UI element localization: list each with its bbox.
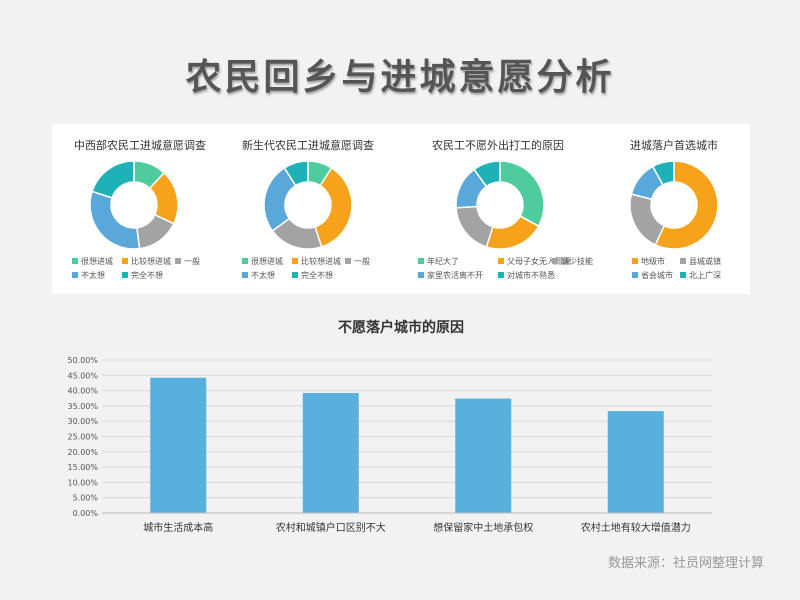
donut-slice [654, 160, 719, 250]
bar-chart-title: 不愿落户城市的原因 [338, 319, 464, 336]
y-tick-label: 0.00% [73, 509, 99, 518]
legend-label: 北上广深 [689, 270, 721, 280]
y-tick-label: 5.00% [73, 494, 99, 503]
donut-slice [283, 160, 309, 187]
donut-slice [314, 166, 353, 248]
donut-title: 新生代农民工进城意愿调查 [242, 138, 374, 152]
y-tick-label: 35.00% [67, 402, 98, 411]
legend-swatch [498, 258, 504, 264]
legend-label: 县城或镇 [689, 256, 721, 266]
legend-swatch [552, 258, 558, 264]
legend-swatch [242, 272, 248, 278]
x-tick-label: 城市生活成本高 [143, 521, 213, 534]
donut-slice [499, 160, 545, 228]
legend-label: 比较想进城 [301, 256, 341, 266]
y-tick-label: 25.00% [67, 433, 98, 442]
bar [607, 411, 664, 513]
legend-swatch [292, 272, 298, 278]
donut-slice [473, 160, 501, 188]
legend-label: 完全不想 [131, 270, 163, 280]
legend-swatch [498, 272, 504, 278]
legend-swatch [418, 272, 424, 278]
y-tick-label: 40.00% [67, 387, 98, 396]
legend-swatch [122, 272, 128, 278]
y-tick-label: 50.00% [67, 356, 98, 365]
legend-swatch [72, 272, 78, 278]
y-tick-label: 30.00% [67, 417, 98, 426]
legend-swatch [242, 258, 248, 264]
bar [150, 377, 207, 513]
y-tick-label: 20.00% [67, 448, 98, 457]
legend-swatch [122, 258, 128, 264]
legend-label: 一般 [184, 256, 200, 266]
bar-chart-svg: 不愿落户城市的原因 0.00% 5.00% 10.00% 15.00% 20.00% 25.… [67, 319, 712, 534]
bar [302, 393, 359, 513]
donut-slice [91, 160, 135, 199]
legend-label: 比较想进城 [131, 256, 171, 266]
legend-label: 很想进城 [81, 256, 113, 266]
y-tick-label: 15.00% [67, 463, 98, 472]
legend-label: 完全不想 [301, 270, 333, 280]
legend-swatch [632, 272, 638, 278]
legend-label: 家里农活离不开 [427, 270, 483, 280]
legend-label: 对城市不熟悉 [507, 270, 555, 280]
legend-swatch [418, 258, 424, 264]
legend-swatch [680, 258, 686, 264]
legend-swatch [72, 258, 78, 264]
source-note: 数据来源：社员网整理计算 [607, 556, 764, 571]
x-tick-label: 农村土地有较大增值潜力 [581, 521, 691, 534]
legend-swatch [680, 272, 686, 278]
bar-chart: 不愿落户城市的原因 0.00% 5.00% 10.00% 15.00% 20.00% 25.… [67, 319, 712, 534]
donut-slice [89, 190, 141, 250]
legend-label: 地级市 [641, 256, 665, 266]
donut-charts-panel: 中西部农民工进城意愿调查 很想进城 比较想进城 一般 不太想 完全不想 新生代农民工进城意愿… [52, 124, 750, 294]
legend-label: 一般 [354, 256, 370, 266]
donut-title: 进城落户首选城市 [630, 138, 718, 152]
y-tick-label: 45.00% [67, 371, 98, 380]
legend-label: 父母子女无人照顾 [507, 256, 571, 266]
legend-label: 年纪大了 [427, 256, 459, 266]
donut-title: 农民工不愿外出打工的原因 [432, 138, 564, 152]
x-tick-label: 农村和城镇户口区别不大 [276, 521, 386, 534]
donut-title: 中西部农民工进城意愿调查 [74, 138, 206, 152]
legend-label: 不太想 [81, 270, 105, 280]
donut-slice [455, 205, 494, 248]
y-tick-label: 10.00% [67, 478, 98, 487]
legend-swatch [175, 258, 181, 264]
legend-label: 缺少技能 [561, 256, 593, 266]
x-tick-label: 想保留家中土地承包权 [433, 521, 533, 534]
legend-swatch [292, 258, 298, 264]
legend-label: 不太想 [251, 270, 275, 280]
legend-label: 省会城市 [641, 270, 673, 280]
donut-slice [629, 193, 666, 246]
bar [455, 398, 512, 513]
donut-slice [651, 160, 675, 186]
legend-swatch [345, 258, 351, 264]
page-title: 农民回乡与进城意愿分析 [185, 57, 615, 98]
bar-chart-panel: 不愿落户城市的原因 0.00% 5.00% 10.00% 15.00% 20.00% 25.… [52, 312, 750, 544]
legend-swatch [632, 258, 638, 264]
legend-label: 很想进城 [251, 256, 283, 266]
